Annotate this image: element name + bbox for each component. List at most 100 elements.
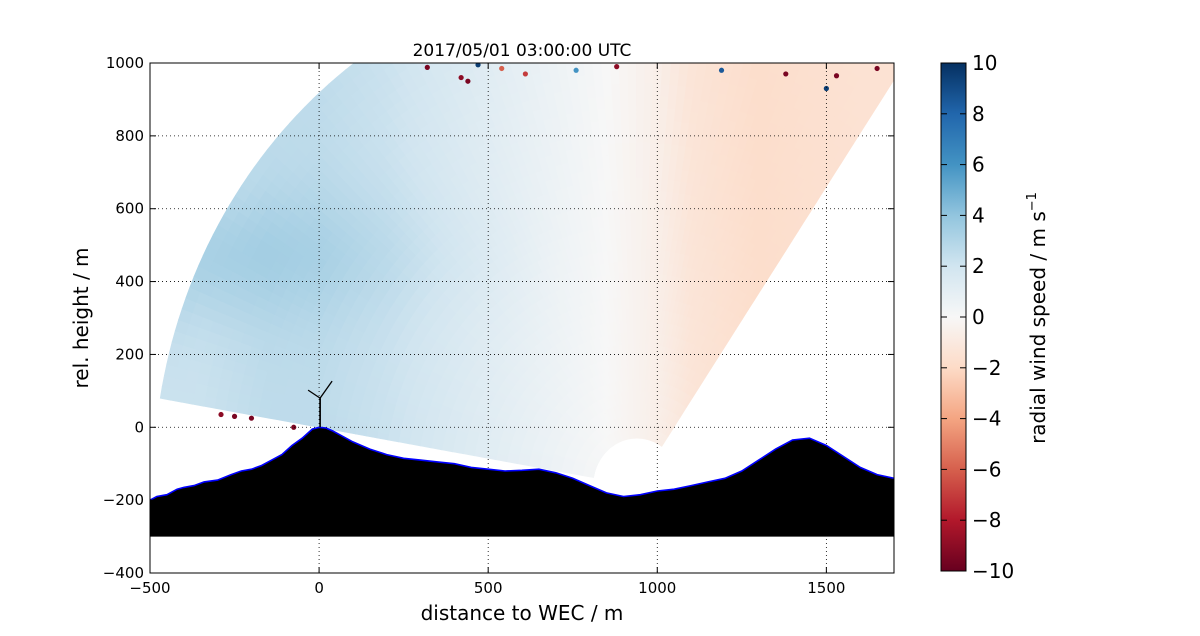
scan-cell [771, 23, 784, 38]
scan-cell [618, 63, 629, 72]
scan-cell [595, 0, 606, 2]
scan-cell [652, 83, 662, 97]
scan-cell [784, 16, 797, 31]
scan-cell [636, 224, 643, 238]
y-axis-label: rel. height / m [69, 247, 93, 388]
x-tick-label: 500 [474, 579, 503, 597]
colorbar-tick-label: 8 [972, 102, 985, 126]
scan-cell [634, 366, 638, 380]
scan-cell [585, 0, 596, 3]
scan-cell [808, 63, 813, 65]
plot-area [150, 0, 894, 573]
scan-cell [691, 40, 702, 53]
scan-cell [636, 260, 642, 273]
scan-cell [738, 0, 751, 3]
scan-cell [733, 12, 745, 26]
scan-cell [778, 1, 791, 16]
scan-cell [610, 71, 621, 85]
y-tick-label: 400 [115, 273, 144, 291]
scan-cell [726, 47, 737, 61]
scan-cell [575, 0, 586, 5]
outlier-point [874, 65, 880, 72]
scan-cell [636, 307, 641, 321]
scan-cell [631, 272, 638, 285]
scan-cell [633, 331, 638, 344]
outlier-point [291, 424, 297, 430]
scan-cell [636, 82, 646, 96]
scan-cell [853, 36, 867, 52]
scan-cell [642, 189, 650, 203]
scan-cell [636, 63, 646, 72]
outlier-point [499, 65, 505, 72]
scan-cell [642, 153, 651, 167]
scan-cell [779, 63, 783, 64]
scan-cell [555, 0, 567, 8]
scan-cell [625, 224, 632, 238]
scan-cell [628, 94, 637, 108]
outlier-point [218, 411, 224, 418]
scan-cell [667, 96, 678, 110]
scan-cell [626, 0, 636, 12]
scan-cell [664, 37, 674, 50]
scan-cell [656, 142, 666, 156]
scan-cell [640, 248, 647, 262]
scan-cell [636, 48, 645, 60]
scan-cell [485, 13, 498, 28]
scan-cell [646, 24, 656, 36]
scan-cell [686, 63, 690, 64]
scan-cell [812, 27, 826, 42]
scan-cell [673, 37, 683, 50]
scan-cell [627, 12, 637, 24]
colorbar-tick-label: −6 [972, 457, 1001, 481]
scan-cell [608, 154, 618, 168]
scan-cell [660, 71, 671, 85]
scan-cell [476, 16, 489, 31]
scan-cell [797, 8, 811, 23]
scan-cell [630, 213, 637, 226]
scan-cell [617, 24, 627, 36]
scan-cell [656, 1, 667, 13]
scan-cell [532, 0, 545, 1]
outlier-point [424, 64, 430, 70]
scan-cell [620, 118, 630, 132]
scan-cell [628, 118, 637, 131]
scan-cell [612, 201, 621, 215]
scan-cell [559, 18, 570, 32]
scan-cell [664, 25, 674, 38]
scan-cell [611, 94, 622, 108]
scan-cell [602, 155, 611, 169]
scan-cell [621, 130, 630, 143]
scan-cell [632, 319, 638, 333]
scan-cell [616, 165, 625, 179]
scan-cell [627, 63, 637, 72]
scan-cell [448, 2, 462, 17]
scan-cell [771, 0, 784, 1]
scan-cell [716, 0, 728, 10]
outlier-point [833, 73, 840, 79]
scan-cell [669, 72, 680, 86]
scan-cell [790, 30, 803, 45]
scan-cell [765, 9, 778, 24]
scan-cell [706, 0, 718, 8]
scan-cell [663, 48, 673, 61]
scan-cell [618, 70, 629, 84]
scan-cell [547, 8, 559, 22]
scan-cell [780, 27, 793, 42]
scan-cell [606, 130, 616, 144]
scan-cell [568, 16, 579, 29]
scan-cell [636, 24, 646, 36]
scan-cell [618, 201, 626, 215]
scan-cell [646, 0, 657, 1]
scan-cell [488, 0, 501, 1]
scan-cell [424, 26, 438, 42]
scan-cell [622, 165, 631, 179]
outlier-point [458, 74, 464, 81]
y-tick-label: 200 [115, 345, 144, 363]
scan-cell [608, 24, 618, 36]
scan-cell [636, 189, 644, 202]
scan-cell [849, 20, 864, 36]
scan-cell [636, 106, 645, 119]
scan-cell [609, 166, 618, 180]
scan-cell [659, 95, 669, 109]
scan-cell [508, 18, 521, 32]
